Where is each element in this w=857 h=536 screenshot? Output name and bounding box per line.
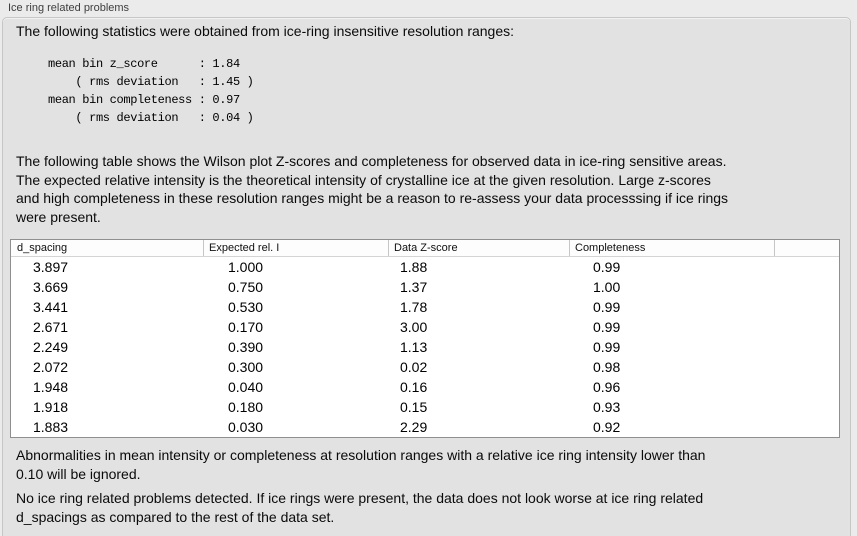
table-cell bbox=[774, 417, 839, 437]
table-cell: 0.390 bbox=[228, 339, 264, 355]
ignore-threshold-note: Abnormalities in mean intensity or compl… bbox=[16, 447, 706, 482]
table-cell: 1.00 bbox=[593, 279, 621, 295]
table-header-row: d_spacing Expected rel. I Data Z-score Comp… bbox=[11, 240, 839, 257]
table-cell: 1.88 bbox=[400, 259, 428, 275]
conclusion-note: No ice ring related problems detected. I… bbox=[16, 490, 704, 525]
table-cell: 0.96 bbox=[593, 379, 621, 395]
ice-ring-table[interactable]: d_spacing Expected rel. I Data Z-score Comp… bbox=[10, 239, 840, 438]
table-cell: 0.030 bbox=[228, 419, 264, 435]
group-box-label: Ice ring related problems bbox=[8, 2, 130, 14]
table-cell: 0.99 bbox=[593, 339, 621, 355]
table-cell: 0.180 bbox=[228, 399, 264, 415]
table-cell: 0.93 bbox=[593, 399, 621, 415]
column-header-data-z-score[interactable]: Data Z-score bbox=[388, 240, 569, 256]
column-header-d-spacing[interactable]: d_spacing bbox=[17, 242, 68, 254]
table-description: The following table shows the Wilson plo… bbox=[16, 153, 729, 225]
table-cell: 3.669 bbox=[33, 279, 69, 295]
table-cell: 0.98 bbox=[593, 359, 621, 375]
statistics-block: mean bin z_score : 1.84 ( rms deviation … bbox=[48, 57, 254, 125]
table-cell: 0.16 bbox=[400, 379, 428, 395]
table-cell: 3.441 bbox=[33, 299, 69, 315]
table-row[interactable]: 2.072 0.300 0.02 0.98 bbox=[11, 357, 839, 377]
table-cell: 2.29 bbox=[400, 419, 428, 435]
table-cell: 3.897 bbox=[33, 259, 69, 275]
table-cell: 0.02 bbox=[400, 359, 428, 375]
table-cell: 0.300 bbox=[228, 359, 264, 375]
table-cell: 1.13 bbox=[400, 339, 428, 355]
table-row[interactable]: 2.249 0.390 1.13 0.99 bbox=[11, 337, 839, 357]
table-cell: 0.99 bbox=[593, 259, 621, 275]
table-cell: 1.918 bbox=[33, 399, 69, 415]
table-cell: 1.78 bbox=[400, 299, 428, 315]
table-cell bbox=[774, 297, 839, 317]
table-cell bbox=[774, 317, 839, 337]
table-row[interactable]: 1.948 0.040 0.16 0.96 bbox=[11, 377, 839, 397]
table-cell: 2.671 bbox=[33, 319, 69, 335]
table-cell bbox=[774, 377, 839, 397]
column-header-completeness[interactable]: Completeness bbox=[569, 240, 774, 256]
table-cell: 0.170 bbox=[228, 319, 264, 335]
table-cell bbox=[774, 357, 839, 377]
column-header-expected-rel-i[interactable]: Expected rel. I bbox=[203, 240, 388, 256]
table-cell: 0.750 bbox=[228, 279, 264, 295]
table-cell bbox=[774, 277, 839, 297]
table-row[interactable]: 2.671 0.170 3.00 0.99 bbox=[11, 317, 839, 337]
table-row[interactable]: 1.883 0.030 2.29 0.92 bbox=[11, 417, 839, 437]
table-cell bbox=[774, 257, 839, 277]
table-cell: 0.040 bbox=[228, 379, 264, 395]
table-body: 3.897 1.000 1.88 0.99 3.669 0.750 1.37 1.00 3.44… bbox=[11, 257, 839, 437]
table-cell: 1.37 bbox=[400, 279, 428, 295]
table-cell bbox=[774, 337, 839, 357]
table-cell: 0.99 bbox=[593, 319, 621, 335]
table-cell: 0.92 bbox=[593, 419, 621, 435]
table-cell bbox=[774, 397, 839, 417]
table-row[interactable]: 3.669 0.750 1.37 1.00 bbox=[11, 277, 839, 297]
table-row[interactable]: 3.441 0.530 1.78 0.99 bbox=[11, 297, 839, 317]
table-row[interactable]: 3.897 1.000 1.88 0.99 bbox=[11, 257, 839, 277]
table-cell: 0.15 bbox=[400, 399, 428, 415]
table-row[interactable]: 1.918 0.180 0.15 0.93 bbox=[11, 397, 839, 417]
column-header-blank[interactable] bbox=[774, 240, 839, 256]
intro-text: The following statistics were obtained f… bbox=[16, 23, 515, 39]
table-cell: 1.883 bbox=[33, 419, 69, 435]
table-cell: 2.072 bbox=[33, 359, 69, 375]
table-cell: 0.530 bbox=[228, 299, 264, 315]
table-cell: 0.99 bbox=[593, 299, 621, 315]
table-cell: 1.000 bbox=[228, 259, 264, 275]
table-cell: 1.948 bbox=[33, 379, 69, 395]
table-cell: 3.00 bbox=[400, 319, 428, 335]
table-cell: 2.249 bbox=[33, 339, 69, 355]
